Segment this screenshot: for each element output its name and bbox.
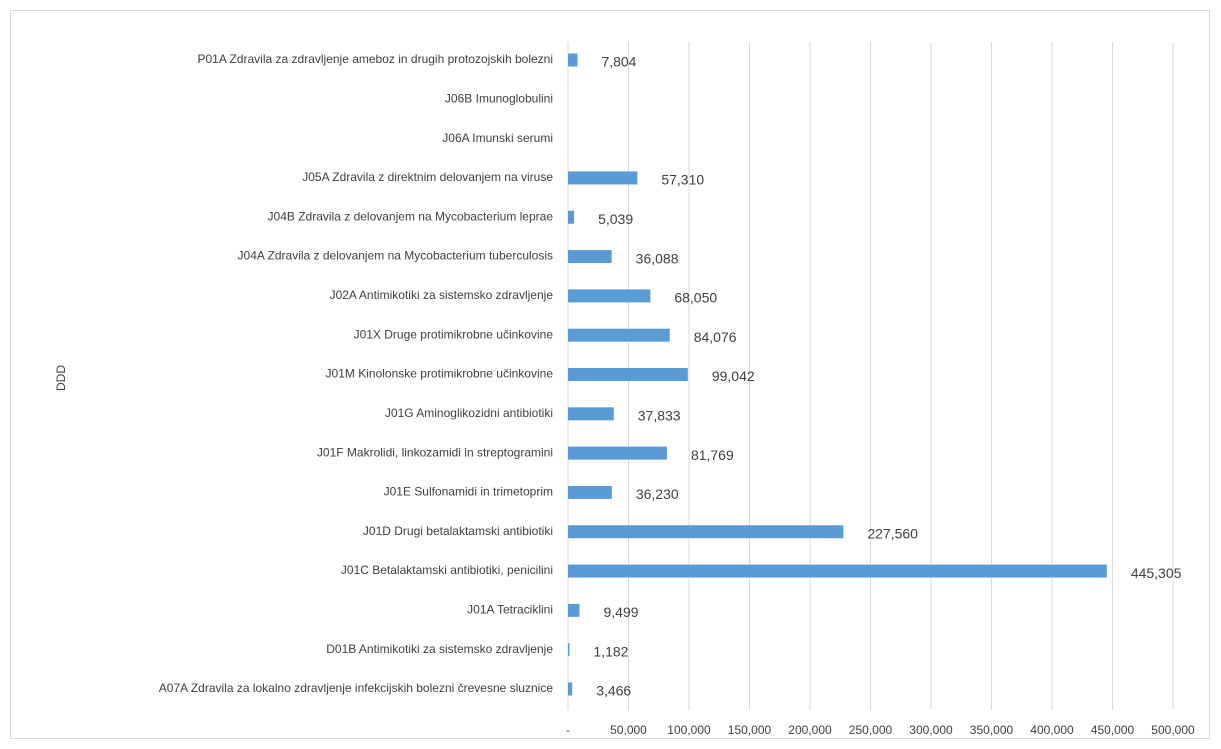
bar [568,564,1107,578]
bar [568,407,614,421]
value-label: 99,042 [712,368,755,384]
bar [568,485,612,499]
y-tick-label: J04B Zdravila z delovanjem na Mycobacter… [268,209,554,223]
y-tick-label: J06A Imunski serumi [442,131,553,145]
x-tick-label: 450,000 [1091,723,1135,737]
y-tick-label: J01D Drugi betalaktamski antibiotiki [363,524,553,538]
y-tick-label: A07A Zdravila za lokalno zdravljenje inf… [159,681,554,695]
x-tick-label: 250,000 [849,723,893,737]
bar [568,446,667,460]
value-label: 5,039 [598,211,633,227]
value-label: 3,466 [596,683,631,699]
bar [568,682,573,696]
bar [568,328,670,342]
value-label: 227,560 [867,525,918,541]
x-tick-label: 50,000 [610,723,647,737]
bar [568,643,570,657]
value-label: 68,050 [674,290,717,306]
value-label: 36,230 [636,486,679,502]
value-label: 57,310 [661,172,704,188]
x-tick-label: 200,000 [788,723,832,737]
bar [568,171,638,185]
y-tick-label: J02A Antimikotiki za sistemsko zdravljen… [330,288,554,302]
y-tick-label: J05A Zdravila z direktnim delovanjem na … [302,170,553,184]
bar [568,525,844,539]
value-label: 36,088 [636,250,679,266]
x-tick-label: 500,000 [1151,723,1195,737]
bar [568,368,688,381]
y-tick-label: J01E Sulfonamidi in trimetoprim [384,485,553,499]
y-tick-label: J01M Kinolonske protimikrobne učinkovine [326,367,554,381]
bar [568,603,580,617]
bar [568,210,575,224]
x-tick-label: 300,000 [909,723,953,737]
x-tick-label: 350,000 [970,723,1014,737]
value-label: 7,804 [601,54,636,70]
y-tick-label: J06B Imunoglobulini [445,91,553,105]
y-tick-label: J01X Druge protimikrobne učinkovine [354,327,554,341]
y-tick-label: P01A Zdravila za zdravljenje ameboz in d… [197,52,553,66]
y-tick-label: J01F Makrolidi, linkozamidi in streptogr… [317,445,553,459]
value-label: 9,499 [603,604,638,620]
y-tick-label: J01G Aminoglikozidni antibiotiki [385,406,553,420]
value-label: 1,182 [593,643,628,659]
value-label: 81,769 [691,447,734,463]
y-tick-label: J01C Betalaktamski antibiotiki, penicili… [341,563,553,577]
axis-label: DDD [54,365,68,391]
x-tick-label: - [566,723,570,737]
value-label: 84,076 [694,329,737,345]
x-tick-label: 400,000 [1030,723,1074,737]
value-label: 37,833 [638,408,681,424]
value-label: 445,305 [1131,565,1182,581]
x-tick-label: 100,000 [667,723,711,737]
bar [568,250,612,264]
bar [568,53,578,67]
bar [568,289,651,303]
y-tick-label: D01B Antimikotiki za sistemsko zdravljen… [326,642,553,656]
x-tick-label: 150,000 [728,723,772,737]
y-tick-label: J01A Tetraciklini [467,603,553,617]
y-tick-label: J04A Zdravila z delovanjem na Mycobacter… [238,249,553,263]
